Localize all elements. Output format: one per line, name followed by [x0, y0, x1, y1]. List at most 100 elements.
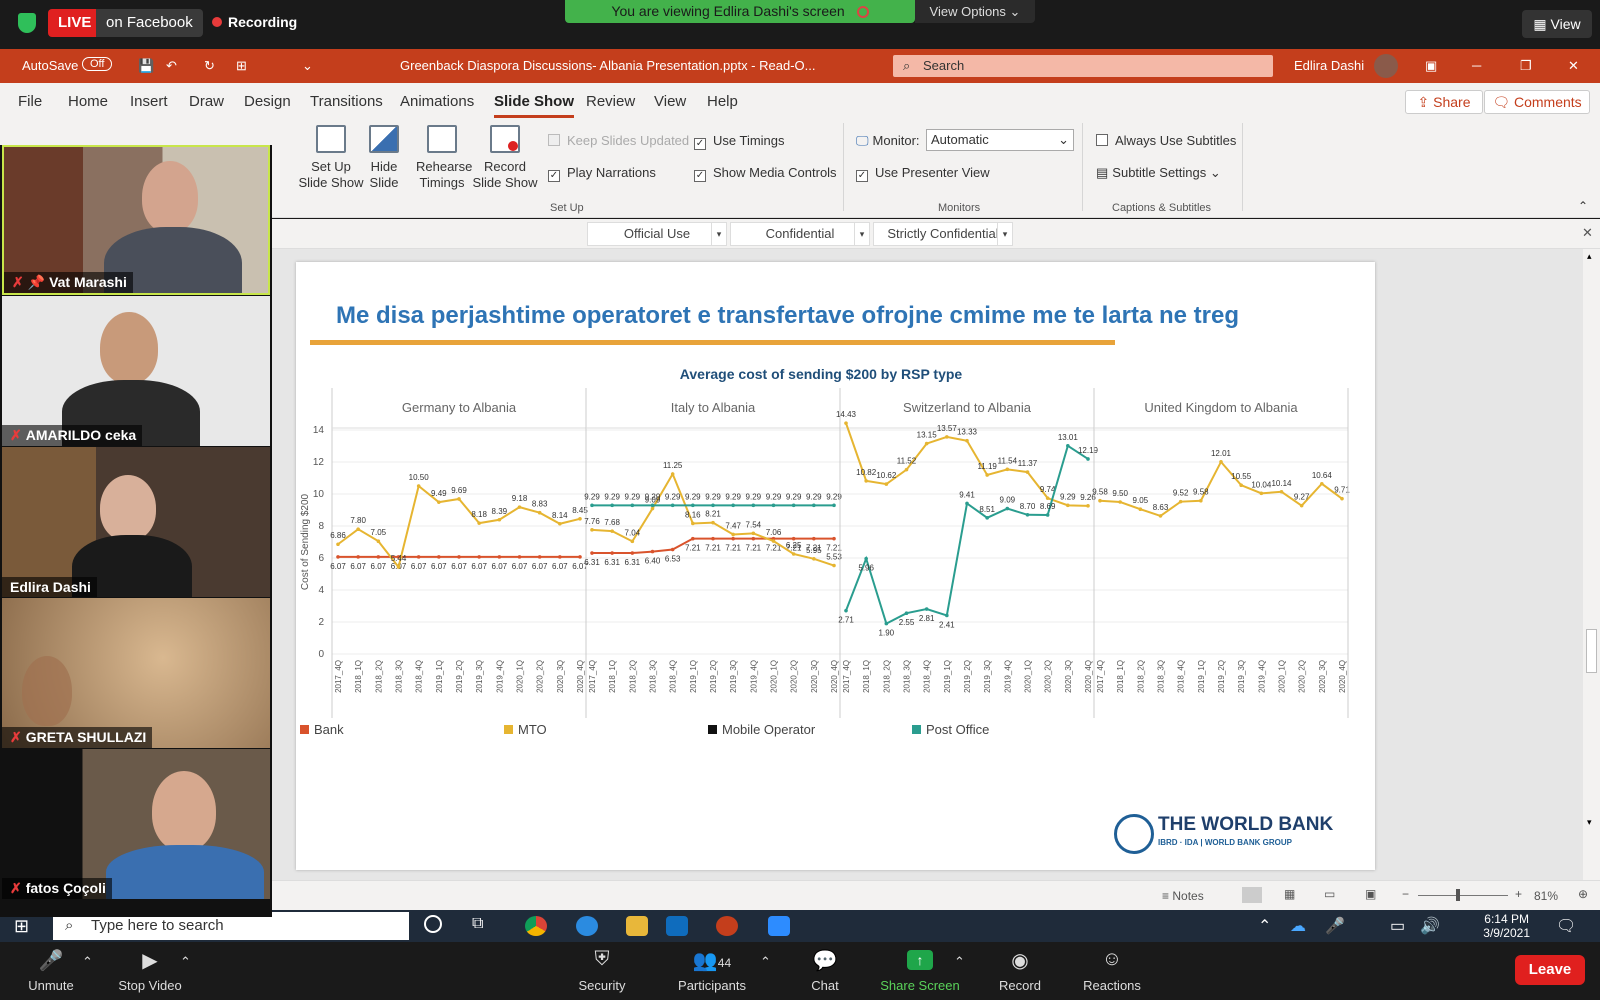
chrome-icon[interactable]: [525, 916, 547, 936]
sensitivity-strictly-confidential[interactable]: Strictly Confidential ▾: [873, 222, 1013, 246]
video-tile[interactable]: ✗ fatos Çoçoli: [2, 749, 270, 899]
security-button[interactable]: ⛨ Security: [574, 942, 630, 993]
view-button[interactable]: ▦ View: [1522, 10, 1592, 38]
tab-insert[interactable]: Insert: [130, 93, 168, 110]
stop-video-button[interactable]: ▶ Stop Video: [112, 942, 188, 993]
save-icon[interactable]: 💾: [138, 58, 155, 73]
unmute-button[interactable]: 🎤 Unmute: [20, 942, 82, 993]
vertical-scrollbar[interactable]: ▴ ▾: [1583, 249, 1600, 880]
sensitivity-official-use[interactable]: Official Use ▾: [587, 222, 727, 246]
slide-sorter-icon[interactable]: ▦: [1284, 887, 1296, 901]
record-button[interactable]: ◉ Record: [992, 942, 1048, 993]
zoom-in-icon[interactable]: +: [1515, 887, 1523, 901]
scrollbar-thumb[interactable]: [1586, 629, 1597, 673]
tab-design[interactable]: Design: [244, 93, 291, 110]
share-chevron-icon[interactable]: ⌃: [954, 954, 965, 969]
normal-view-icon[interactable]: [1242, 887, 1262, 903]
zoom-out-icon[interactable]: −: [1402, 887, 1410, 901]
powerpoint-icon[interactable]: [716, 916, 738, 936]
leave-button[interactable]: Leave: [1515, 955, 1585, 985]
video-tile[interactable]: ✗ AMARILDO ceka: [2, 296, 270, 446]
view-options-button[interactable]: View Options ⌄: [915, 0, 1035, 23]
tab-transitions[interactable]: Transitions: [310, 93, 383, 110]
live-target[interactable]: on Facebook: [96, 9, 203, 37]
search-box[interactable]: ⌕ Search: [893, 55, 1273, 77]
tab-file[interactable]: File: [18, 93, 43, 110]
zoom-slider[interactable]: [1418, 889, 1508, 901]
tab-help[interactable]: Help: [707, 93, 738, 110]
present-icon[interactable]: ⊞: [236, 58, 247, 73]
share-button[interactable]: ⇪ Share: [1405, 90, 1483, 114]
monitor-select[interactable]: Automatic ⌄: [926, 129, 1074, 151]
play-narrations-checkbox[interactable]: ✓ Play Narrations: [548, 165, 656, 182]
slideshow-view-icon[interactable]: ▣: [1365, 887, 1377, 901]
tab-animations[interactable]: Animations: [400, 93, 475, 110]
sensitivity-confidential[interactable]: Confidential ▾: [730, 222, 870, 246]
tab-review[interactable]: Review: [586, 93, 636, 110]
onedrive-icon[interactable]: ☁: [1290, 918, 1306, 935]
tab-home[interactable]: Home: [68, 93, 109, 110]
tab-slide-show[interactable]: Slide Show: [494, 93, 575, 118]
chevron-up-icon[interactable]: ⌃: [1258, 918, 1272, 935]
hide-slide-button[interactable]: Hide Slide: [366, 125, 402, 191]
share-screen-button[interactable]: ↑ Share Screen: [872, 942, 968, 993]
autosave-toggle[interactable]: Off: [82, 57, 113, 71]
undo-icon[interactable]: ↶: [166, 58, 177, 73]
battery-icon[interactable]: ▭: [1390, 918, 1406, 935]
zoom-percent[interactable]: 81%: [1534, 889, 1559, 903]
use-timings-checkbox[interactable]: ✓ Use Timings: [694, 133, 785, 150]
video-tile[interactable]: ✗ GRETA SHULLAZI: [2, 598, 270, 748]
video-tile[interactable]: Edlira Dashi: [2, 447, 270, 597]
participants-chevron-icon[interactable]: ⌃: [760, 954, 771, 969]
ribbon-display-icon[interactable]: ▣: [1425, 58, 1438, 73]
volume-icon[interactable]: 🔊: [1420, 918, 1440, 935]
dropdown-arrow-icon[interactable]: ▾: [711, 222, 727, 246]
participants-button[interactable]: 👥44 Participants: [672, 942, 752, 993]
windows-start-icon[interactable]: ⊞: [14, 916, 30, 936]
microphone-icon[interactable]: 🎤: [1325, 918, 1345, 935]
record-slide-show-button[interactable]: Record Slide Show: [470, 125, 540, 191]
minimize-icon[interactable]: ─: [1472, 58, 1482, 73]
clock[interactable]: 6:14 PM 3/9/2021: [1483, 912, 1530, 940]
reading-view-icon[interactable]: ▭: [1324, 887, 1336, 901]
redo-icon[interactable]: ↻: [204, 58, 215, 73]
notifications-icon[interactable]: 🗨: [1556, 918, 1577, 935]
presenter-view-checkbox[interactable]: ✓ Use Presenter View: [856, 165, 990, 182]
fit-slide-icon[interactable]: ⊕: [1578, 887, 1589, 901]
x-tick-label: 2018_3Q: [903, 660, 912, 693]
scroll-down-icon[interactable]: ▾: [1587, 817, 1592, 827]
zoom-slider-thumb[interactable]: [1456, 889, 1460, 901]
restore-icon[interactable]: ❐: [1520, 58, 1532, 73]
recording-indicator[interactable]: Recording: [212, 14, 297, 30]
tab-draw[interactable]: Draw: [189, 93, 225, 110]
dropdown-arrow-icon[interactable]: ▾: [997, 222, 1013, 246]
close-bar-icon[interactable]: ✕: [1582, 225, 1593, 240]
show-media-controls-checkbox[interactable]: ✓ Show Media Controls: [694, 165, 837, 182]
task-view-icon[interactable]: ⧉: [472, 915, 484, 932]
comments-button[interactable]: 🗨 Comments: [1484, 90, 1590, 114]
x-tick-label: 2018_2Q: [882, 660, 891, 693]
video-options-chevron-icon[interactable]: ⌃: [180, 954, 191, 969]
slide[interactable]: Me disa perjashtime operatoret e transfe…: [296, 262, 1375, 870]
audio-options-chevron-icon[interactable]: ⌃: [82, 954, 93, 969]
collapse-ribbon-icon[interactable]: ⌃: [1578, 199, 1589, 213]
dropdown-arrow-icon[interactable]: ▾: [854, 222, 870, 246]
customize-toolbar-icon[interactable]: ⌄: [302, 58, 313, 73]
zoom-app-icon[interactable]: [768, 916, 790, 936]
set-up-slide-show-button[interactable]: Set Up Slide Show: [296, 125, 366, 191]
reactions-button[interactable]: ☺ Reactions: [1076, 942, 1148, 993]
notes-button[interactable]: ≡ Notes: [1162, 889, 1204, 903]
avatar[interactable]: [1374, 54, 1398, 78]
outlook-icon[interactable]: [666, 916, 688, 936]
subtitle-settings-button[interactable]: ▤ Subtitle Settings ⌄: [1096, 165, 1221, 181]
video-tile[interactable]: ✗ 📌 Vat Marashi: [2, 145, 270, 295]
cortana-icon[interactable]: [424, 915, 442, 933]
file-explorer-icon[interactable]: [626, 916, 648, 936]
always-use-subtitles-checkbox[interactable]: Always Use Subtitles: [1096, 133, 1236, 148]
scroll-up-icon[interactable]: ▴: [1587, 251, 1592, 261]
chat-button[interactable]: 💬 Chat: [802, 942, 848, 993]
tab-view[interactable]: View: [654, 93, 687, 110]
rehearse-timings-button[interactable]: Rehearse Timings: [416, 125, 472, 191]
close-icon[interactable]: ✕: [1568, 58, 1579, 73]
edge-icon[interactable]: [576, 916, 598, 936]
